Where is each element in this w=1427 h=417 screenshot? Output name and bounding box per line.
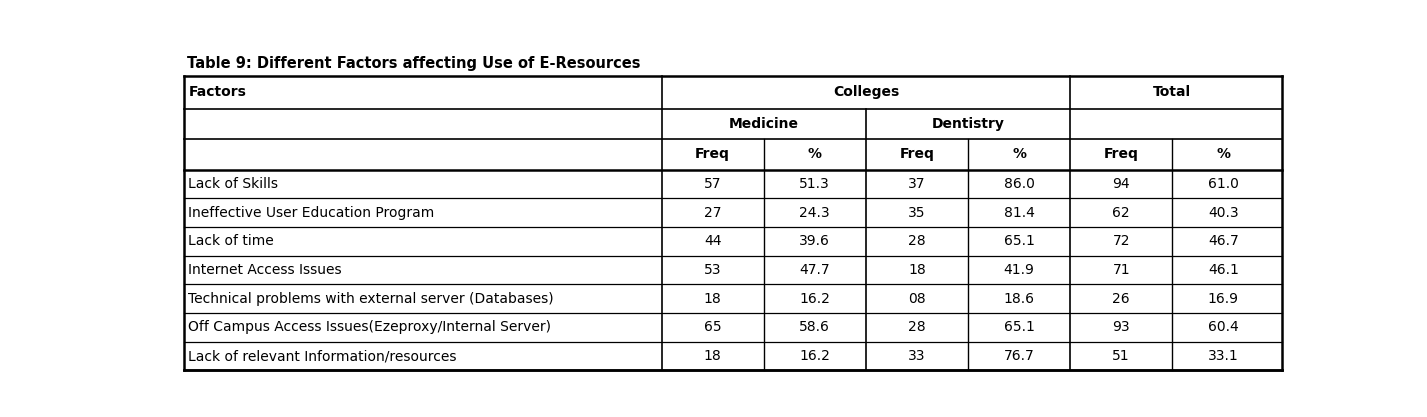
Text: 76.7: 76.7 bbox=[1003, 349, 1035, 363]
Text: 47.7: 47.7 bbox=[799, 263, 831, 277]
Text: Freq: Freq bbox=[899, 148, 935, 161]
Text: Internet Access Issues: Internet Access Issues bbox=[188, 263, 342, 277]
Text: 16.9: 16.9 bbox=[1207, 292, 1239, 306]
Text: %: % bbox=[808, 148, 822, 161]
Text: 61.0: 61.0 bbox=[1207, 177, 1239, 191]
Text: 58.6: 58.6 bbox=[799, 320, 831, 334]
Text: 18.6: 18.6 bbox=[1003, 292, 1035, 306]
Text: 94: 94 bbox=[1113, 177, 1130, 191]
Text: Total: Total bbox=[1153, 85, 1192, 99]
Text: Factors: Factors bbox=[188, 85, 247, 99]
Text: Off Campus Access Issues(Ezeproxy/Internal Server): Off Campus Access Issues(Ezeproxy/Intern… bbox=[188, 320, 551, 334]
Text: 65.1: 65.1 bbox=[1003, 234, 1035, 249]
Text: 24.3: 24.3 bbox=[799, 206, 831, 220]
Text: 72: 72 bbox=[1113, 234, 1130, 249]
Text: 46.1: 46.1 bbox=[1207, 263, 1239, 277]
Text: 37: 37 bbox=[908, 177, 926, 191]
Text: Dentistry: Dentistry bbox=[932, 117, 1005, 131]
Text: 28: 28 bbox=[908, 234, 926, 249]
Text: 51: 51 bbox=[1113, 349, 1130, 363]
Text: Lack of Skills: Lack of Skills bbox=[188, 177, 278, 191]
Text: 53: 53 bbox=[704, 263, 722, 277]
Text: 28: 28 bbox=[908, 320, 926, 334]
Text: 33: 33 bbox=[908, 349, 926, 363]
Text: 65.1: 65.1 bbox=[1003, 320, 1035, 334]
Text: 39.6: 39.6 bbox=[799, 234, 831, 249]
Text: 81.4: 81.4 bbox=[1003, 206, 1035, 220]
Text: Colleges: Colleges bbox=[833, 85, 899, 99]
Text: Ineffective User Education Program: Ineffective User Education Program bbox=[188, 206, 435, 220]
Text: 16.2: 16.2 bbox=[799, 292, 831, 306]
Text: Freq: Freq bbox=[1103, 148, 1139, 161]
Text: 26: 26 bbox=[1113, 292, 1130, 306]
Text: Lack of time: Lack of time bbox=[188, 234, 274, 249]
Text: 40.3: 40.3 bbox=[1209, 206, 1239, 220]
Text: 71: 71 bbox=[1113, 263, 1130, 277]
Text: Lack of relevant Information/resources: Lack of relevant Information/resources bbox=[188, 349, 457, 363]
Text: 41.9: 41.9 bbox=[1003, 263, 1035, 277]
Text: Freq: Freq bbox=[695, 148, 731, 161]
Text: 16.2: 16.2 bbox=[799, 349, 831, 363]
Text: %: % bbox=[1216, 148, 1230, 161]
Text: 86.0: 86.0 bbox=[1003, 177, 1035, 191]
Text: 62: 62 bbox=[1113, 206, 1130, 220]
Text: Table 9: Different Factors affecting Use of E-Resources: Table 9: Different Factors affecting Use… bbox=[187, 56, 641, 71]
Text: 57: 57 bbox=[704, 177, 722, 191]
Text: 18: 18 bbox=[704, 292, 722, 306]
Text: 35: 35 bbox=[908, 206, 926, 220]
Text: 33.1: 33.1 bbox=[1209, 349, 1239, 363]
Text: 44: 44 bbox=[704, 234, 722, 249]
Text: %: % bbox=[1012, 148, 1026, 161]
Text: 60.4: 60.4 bbox=[1209, 320, 1239, 334]
Text: 27: 27 bbox=[704, 206, 722, 220]
Text: Medicine: Medicine bbox=[729, 117, 799, 131]
Text: 51.3: 51.3 bbox=[799, 177, 831, 191]
Text: 93: 93 bbox=[1113, 320, 1130, 334]
Text: 18: 18 bbox=[908, 263, 926, 277]
Text: 18: 18 bbox=[704, 349, 722, 363]
Text: 46.7: 46.7 bbox=[1209, 234, 1239, 249]
Text: 08: 08 bbox=[908, 292, 926, 306]
Text: 65: 65 bbox=[704, 320, 722, 334]
Text: Technical problems with external server (Databases): Technical problems with external server … bbox=[188, 292, 554, 306]
